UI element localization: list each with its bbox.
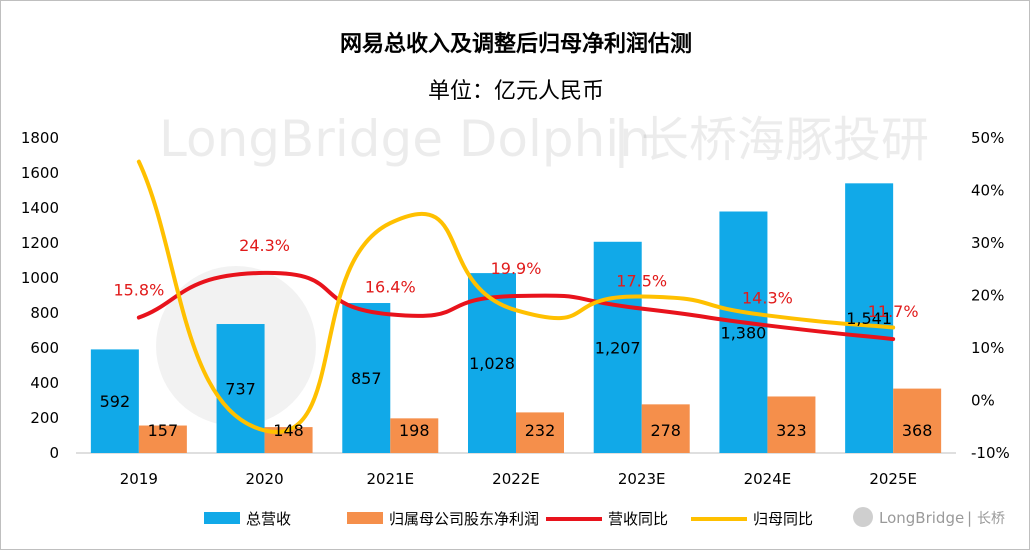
y-right-tick-label: 10% [971, 339, 1004, 357]
revenue-bar-label: 592 [100, 392, 131, 411]
net-profit-bar-label: 368 [902, 421, 933, 440]
x-tick-label: 2020 [245, 470, 283, 488]
revenue-bar-label: 857 [351, 369, 382, 388]
y-left-tick-label: 0 [49, 444, 59, 462]
bars [90, 183, 942, 453]
y-left-tick-label: 600 [30, 339, 59, 357]
y-right-tick-label: 50% [971, 129, 1004, 147]
net-profit-bar-label: 148 [273, 421, 304, 440]
data-labels: 592 737 857 1,028 1,207 1,380 1,541 157 148 198 23… [100, 236, 933, 440]
watermark-cn: 长桥海豚投研 [641, 112, 929, 168]
watermark: LongBridge Dolphin | 长桥海豚投研 [156, 110, 929, 426]
watermark-separator: | [613, 110, 630, 168]
footer-brand: LongBridge | 长桥 [853, 507, 1005, 527]
net-profit-yoy-line [136, 159, 896, 434]
revenue-bar [90, 349, 139, 453]
revenue-yoy-line [136, 270, 896, 342]
revenue-yoy-label: 17.5% [616, 272, 667, 291]
legend-label: 营收同比 [608, 510, 668, 528]
legend-swatch [347, 512, 383, 524]
net-profit-bar [893, 388, 942, 453]
net-profit-bar-label: 198 [399, 421, 430, 440]
footer-brand-text: LongBridge [879, 509, 964, 527]
revenue-bar-label: 1,541 [846, 309, 892, 328]
revenue-bar [845, 183, 894, 453]
y-left-tick-label: 800 [30, 304, 59, 322]
legend-label: 归母同比 [753, 510, 813, 528]
revenue-bar [342, 303, 391, 453]
y-right-tick-label: 0% [971, 392, 995, 410]
x-tick-label: 2024E [744, 470, 792, 488]
revenue-yoy-label: 24.3% [239, 236, 290, 255]
y-right-tick-label: 40% [971, 182, 1004, 200]
y-left-tick-label: 1400 [21, 199, 59, 217]
revenue-yoy-label: 14.3% [742, 288, 793, 307]
x-tick-label: 2025E [869, 470, 917, 488]
revenue-bar [719, 211, 768, 453]
net-profit-bar [641, 404, 690, 453]
revenue-yoy-label: 15.8% [113, 281, 164, 300]
revenue-bar-label: 1,380 [721, 323, 767, 342]
legend: 总营收 归属母公司股东净利润 营收同比 归母同比 [204, 510, 813, 528]
y-left-tick-label: 1600 [21, 164, 59, 182]
net-profit-bar [767, 396, 816, 453]
footer-brand-separator: | [967, 509, 972, 527]
lines [136, 159, 896, 434]
revenue-bar-label: 1,207 [595, 338, 641, 357]
longbridge-logo-icon [853, 507, 873, 527]
revenue-bar-label: 737 [225, 380, 256, 399]
watermark-main: LongBridge Dolphin [159, 110, 651, 168]
revenue-bar-label: 1,028 [469, 354, 515, 373]
revenue-yoy-label: 19.9% [491, 259, 542, 278]
y-left-tick-label: 400 [30, 374, 59, 392]
net-profit-bar-label: 157 [148, 421, 179, 440]
chart-subtitle: 单位：亿元人民币 [428, 79, 604, 104]
footer-brand-cn: 长桥 [977, 511, 1005, 527]
legend-label: 归属母公司股东净利润 [389, 510, 539, 528]
y-left-tick-label: 200 [30, 409, 59, 427]
x-tick-label: 2019 [120, 470, 158, 488]
revenue-yoy-label: 11.7% [868, 302, 919, 321]
x-tick-label: 2023E [618, 470, 666, 488]
y-right-tick-label: 30% [971, 234, 1004, 252]
revenue-bar [216, 324, 265, 453]
revenue-yoy-label: 16.4% [365, 277, 416, 296]
net-profit-bar-label: 278 [650, 421, 681, 440]
revenue-bar [593, 241, 642, 453]
net-profit-bar [390, 418, 439, 453]
y-right-tick-label: 20% [971, 287, 1004, 305]
legend-label: 总营收 [246, 510, 291, 528]
y-right-tick-label: -10% [971, 444, 1010, 462]
net-profit-bar-label: 232 [525, 421, 556, 440]
net-profit-bar [516, 412, 564, 453]
y-left-tick-label: 1800 [21, 129, 59, 147]
axes: 0 200 400 600 800 1000 1200 1400 1600 1800 -10% 0% 1… [21, 129, 1010, 488]
legend-swatch [204, 512, 240, 524]
revenue-bar [468, 273, 516, 453]
chart-title: 网易总收入及调整后归母净利润估测 [340, 31, 692, 57]
y-left-tick-label: 1000 [21, 269, 59, 287]
y-left-tick-label: 1200 [21, 234, 59, 252]
x-tick-label: 2021E [366, 470, 414, 488]
x-tick-label: 2022E [492, 470, 540, 488]
net-profit-bar [138, 425, 187, 453]
net-profit-bar-label: 323 [776, 421, 807, 440]
